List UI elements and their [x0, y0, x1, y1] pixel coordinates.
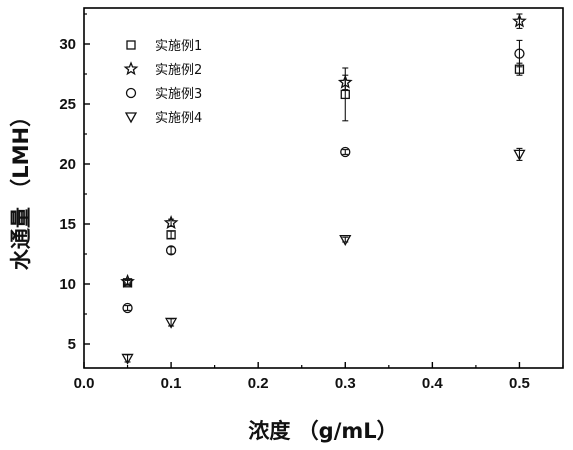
plot-frame: [83, 7, 564, 369]
legend: 实施例1 实施例2 实施例3 实施例4: [123, 39, 202, 126]
data-point: [340, 146, 351, 158]
series-2: [120, 13, 527, 288]
data-point: [120, 273, 135, 288]
x-tick-label: 0.2: [248, 375, 269, 392]
data-marks: [120, 13, 527, 365]
legend-label: 实施例1: [155, 39, 202, 54]
y-tick-label: 20: [59, 156, 76, 173]
series-3: [122, 39, 525, 314]
x-tick-label: 0.0: [74, 375, 95, 392]
legend-marker: [123, 61, 139, 76]
data-point: [163, 215, 179, 230]
legend-label: 实施例2: [155, 63, 202, 78]
data-point: [337, 74, 353, 89]
data-point: [121, 353, 134, 365]
x-tick-label: 0.4: [422, 375, 444, 392]
y-axis-title: 水通量 （LMH）: [9, 106, 33, 270]
legend-label: 实施例4: [155, 111, 202, 126]
x-axis: 0.0 0.1 0.2 0.3 0.4 0.5: [74, 362, 564, 392]
y-tick-label: 30: [59, 36, 76, 53]
x-tick-label: 0.1: [161, 375, 182, 392]
y-axis: 5 10 15 20 25 30: [59, 13, 90, 353]
legend-marker: [125, 87, 137, 99]
legend-marker: [124, 112, 138, 124]
data-point: [513, 149, 526, 161]
data-point: [164, 317, 178, 329]
data-point: [514, 48, 525, 59]
x-tick-label: 0.5: [509, 375, 530, 392]
y-tick-label: 10: [59, 276, 76, 293]
y-tick-label: 15: [59, 216, 76, 233]
data-point: [165, 245, 177, 256]
y-tick-label: 5: [68, 336, 76, 353]
data-point: [512, 13, 527, 28]
data-point: [339, 234, 352, 246]
y-tick-label: 25: [59, 96, 76, 113]
data-point: [166, 230, 176, 240]
series-4: [121, 147, 526, 365]
data-point: [340, 89, 350, 100]
data-point: [122, 302, 133, 314]
legend-label: 实施例3: [155, 87, 202, 102]
legend-marker: [126, 40, 136, 50]
x-axis-title: 浓度 （g/mL）: [248, 419, 397, 443]
x-tick-label: 0.3: [335, 375, 356, 392]
